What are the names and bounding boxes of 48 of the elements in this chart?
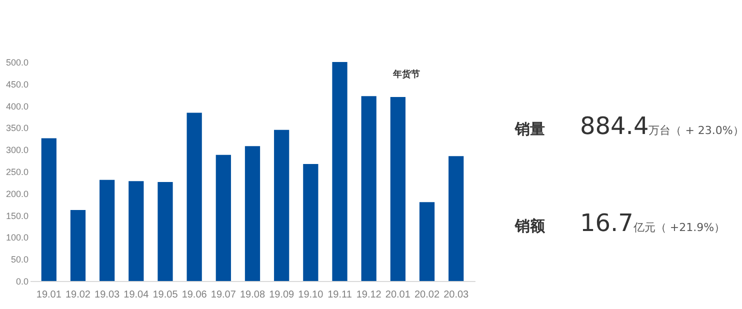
x-tick-label: 20.02 — [414, 290, 440, 300]
x-tick-label: 19.12 — [356, 290, 382, 300]
x-tick-label: 19.05 — [152, 290, 178, 300]
y-tick-label: 150.0 — [6, 210, 28, 221]
y-tick-label: 500.0 — [6, 58, 28, 68]
bar — [419, 202, 435, 281]
x-tick-label: 19.06 — [182, 290, 208, 300]
bar — [216, 154, 231, 281]
bar — [70, 210, 86, 281]
bar — [186, 112, 202, 281]
bar — [361, 96, 376, 281]
y-tick-label: 400.0 — [6, 101, 28, 112]
annotation: 年货节 — [393, 68, 420, 81]
bar — [128, 181, 144, 281]
y-tick-label: 0.0 — [16, 276, 28, 286]
text: 884.4 — [580, 112, 649, 140]
y-tick-label: 100.0 — [6, 232, 28, 243]
bar — [448, 156, 464, 281]
x-tick-label: 20.01 — [385, 290, 411, 300]
x-tick-label: 19.01 — [36, 290, 62, 300]
text: 销额 — [515, 217, 546, 236]
text: 亿元（ +21.9%） — [633, 221, 726, 234]
y-tick-label: 250.0 — [6, 167, 28, 177]
text: 销量 — [515, 120, 546, 139]
x-tick-label: 19.07 — [210, 290, 236, 300]
y-tick-label: 450.0 — [6, 79, 28, 90]
x-tick-label: 19.11 — [328, 290, 352, 300]
bar — [41, 138, 56, 281]
text: 万台（ + 23.0%） — [648, 124, 742, 137]
text: 16.7 — [580, 209, 634, 237]
y-tick-label: 50.0 — [10, 254, 28, 265]
bar — [244, 146, 260, 281]
bar — [158, 182, 173, 281]
bar — [390, 97, 406, 281]
x-tick-label: 19.02 — [65, 290, 91, 300]
bar — [100, 180, 115, 281]
bar — [332, 62, 348, 281]
bar — [303, 164, 318, 281]
x-tick-label: 19.03 — [94, 290, 120, 300]
y-tick-label: 200.0 — [6, 188, 28, 199]
y-tick-label: 300.0 — [6, 145, 28, 156]
x-tick-label: 19.10 — [298, 290, 324, 300]
x-tick-label: 19.09 — [269, 290, 295, 300]
x-tick-label: 20.03 — [444, 290, 470, 300]
bar — [274, 130, 290, 281]
y-tick-label: 350.0 — [6, 123, 28, 134]
x-tick-label: 19.08 — [240, 290, 266, 300]
x-tick-label: 19.04 — [124, 290, 150, 300]
